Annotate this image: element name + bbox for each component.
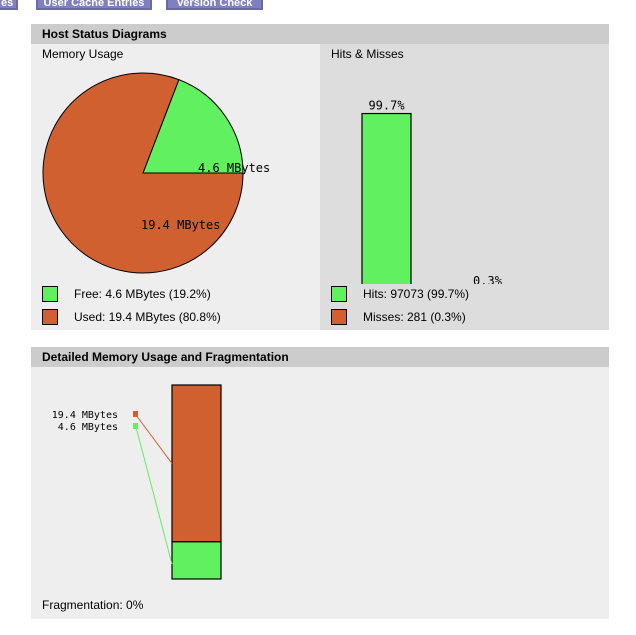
detailed-memory-title: Detailed Memory Usage and Fragmentation: [31, 347, 609, 367]
memory-usage-label: Memory Usage: [42, 47, 124, 61]
detailed-memory-panel: Detailed Memory Usage and Fragmentation …: [31, 347, 609, 619]
legend-hits-swatch: [331, 286, 347, 302]
pie-slice-free: [142, 78, 244, 174]
frag-label-free: 4.6 MBytes: [58, 422, 118, 433]
frag-line-free: [135, 426, 173, 565]
legend-free-label: Free: 4.6 MBytes (19.2%): [74, 287, 211, 301]
memory-pie-chart: 4.6 MBytes 19.4 MBytes: [42, 72, 270, 274]
hits-misses-label: Hits & Misses: [331, 47, 404, 61]
bar-hits: [361, 112, 412, 284]
host-status-title: Host Status Diagrams: [31, 24, 609, 44]
bar-hits-label: 99.7%: [368, 99, 405, 113]
tab-version-check[interactable]: Version Check: [166, 0, 263, 10]
legend-hits-label: Hits: 97073 (99.7%): [363, 287, 470, 301]
frag-marker-used: [133, 411, 138, 417]
frag-label-used: 19.4 MBytes: [52, 410, 118, 421]
host-status-panel: Host Status Diagrams Memory Usage Hits &…: [31, 24, 609, 330]
bar-misses-label: 0.3%: [473, 274, 503, 284]
hits-misses-bar-chart: 99.7% 0.3%: [361, 99, 503, 284]
frag-marker-free: [133, 423, 138, 429]
legend-used-label: Used: 19.4 MBytes (80.8%): [74, 310, 221, 324]
legend-free-swatch: [42, 286, 58, 302]
frag-line-used: [135, 414, 173, 464]
pie-label-used: 19.4 MBytes: [141, 218, 220, 232]
frag-segment-free: [171, 541, 222, 580]
pie-label-free: 4.6 MBytes: [198, 161, 270, 175]
fragmentation-label: Fragmentation: 0%: [42, 598, 144, 612]
frag-segment-used: [171, 384, 222, 543]
legend-misses-label: Misses: 281 (0.3%): [363, 310, 466, 324]
legend-misses-swatch: [331, 309, 347, 325]
tab-user-cache-entries[interactable]: User Cache Entries: [36, 0, 152, 10]
tab-partial-left[interactable]: es: [0, 0, 18, 10]
legend-used-swatch: [42, 309, 58, 325]
pie-slice-used: [42, 72, 244, 274]
